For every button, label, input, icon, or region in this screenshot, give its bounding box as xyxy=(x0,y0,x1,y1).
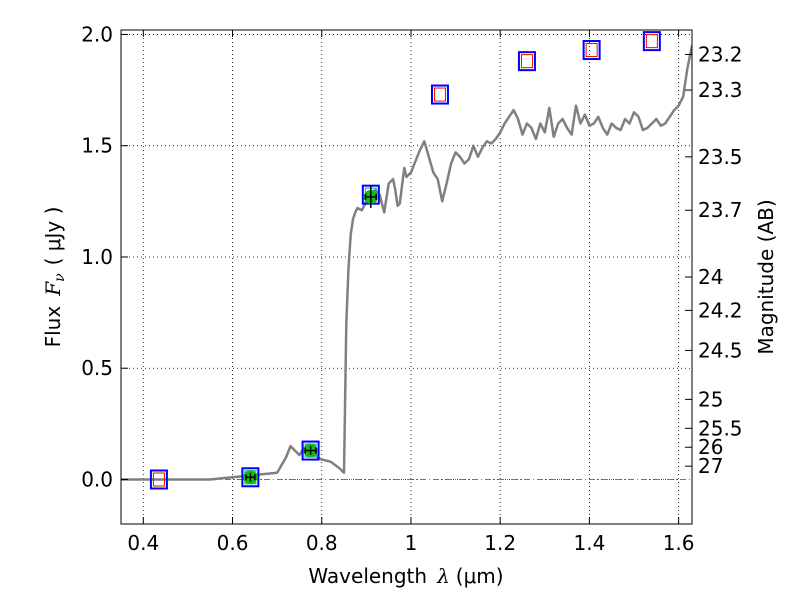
magnitude-tick-label: 25.5 xyxy=(698,416,743,440)
magnitude-tick-label: 24.2 xyxy=(698,298,743,322)
grid-lines xyxy=(121,30,692,524)
model-photometry-box xyxy=(149,469,168,490)
magnitude-tick-label: 24 xyxy=(698,265,723,289)
x-tick-label: 1 xyxy=(405,531,418,555)
model-photometry-inner-box xyxy=(433,87,446,102)
y-tick-label: 1.0 xyxy=(81,245,113,269)
model-spectrum xyxy=(121,45,692,481)
x-tick-label: 1.2 xyxy=(484,531,516,555)
model-photometry-inner-box xyxy=(585,43,598,58)
model-photometry-box xyxy=(642,31,661,52)
model-photometry-box xyxy=(582,40,601,61)
model-photometry-box xyxy=(241,467,260,488)
magnitude-tick-label: 24.5 xyxy=(698,338,743,362)
y-tick-label: 1.5 xyxy=(81,134,113,158)
magnitude-tick-label: 25 xyxy=(698,387,723,411)
x-axis-title: Wavelength λ (μm) xyxy=(308,564,503,588)
model-photometry-box xyxy=(301,440,320,461)
model-photometry-inner-box xyxy=(152,472,165,487)
model-photometry-inner-box xyxy=(520,54,533,69)
x-tick-label: 1.4 xyxy=(573,531,605,555)
y-tick-label: 0.0 xyxy=(81,467,113,491)
magnitude-tick-label: 23.7 xyxy=(698,198,743,222)
magnitude-axis-title: Magnitude (AB) xyxy=(754,199,778,354)
magnitude-tick-label: 23.2 xyxy=(698,42,743,66)
model-spectrum-line xyxy=(121,45,692,481)
model-photometry-box xyxy=(430,84,449,105)
y-tick-label: 0.5 xyxy=(81,356,113,380)
magnitude-tick-label: 23.3 xyxy=(698,78,743,102)
x-tick-label: 0.6 xyxy=(217,531,249,555)
x-tick-label: 0.4 xyxy=(127,531,159,555)
x-tick-label: 0.8 xyxy=(306,531,338,555)
photometry-points xyxy=(149,31,661,490)
plot-frame xyxy=(120,29,693,525)
model-photometry-box xyxy=(517,51,536,72)
model-photometry-inner-box xyxy=(645,34,658,49)
axis-ticks: 0.4 0.6 0.8 1 1.2 1.4 1.6 0.0 0.5 1.0 1.5 2.0 23.2 23… xyxy=(81,22,742,555)
y-axis-title: FluxFν( μJy ) xyxy=(41,207,68,348)
magnitude-tick-label: 27 xyxy=(698,454,723,478)
magnitude-tick-label: 23.5 xyxy=(698,145,743,169)
x-tick-label: 1.6 xyxy=(663,531,695,555)
magnitude-tick-label: 26 xyxy=(698,435,723,459)
y-tick-label: 2.0 xyxy=(81,22,113,46)
